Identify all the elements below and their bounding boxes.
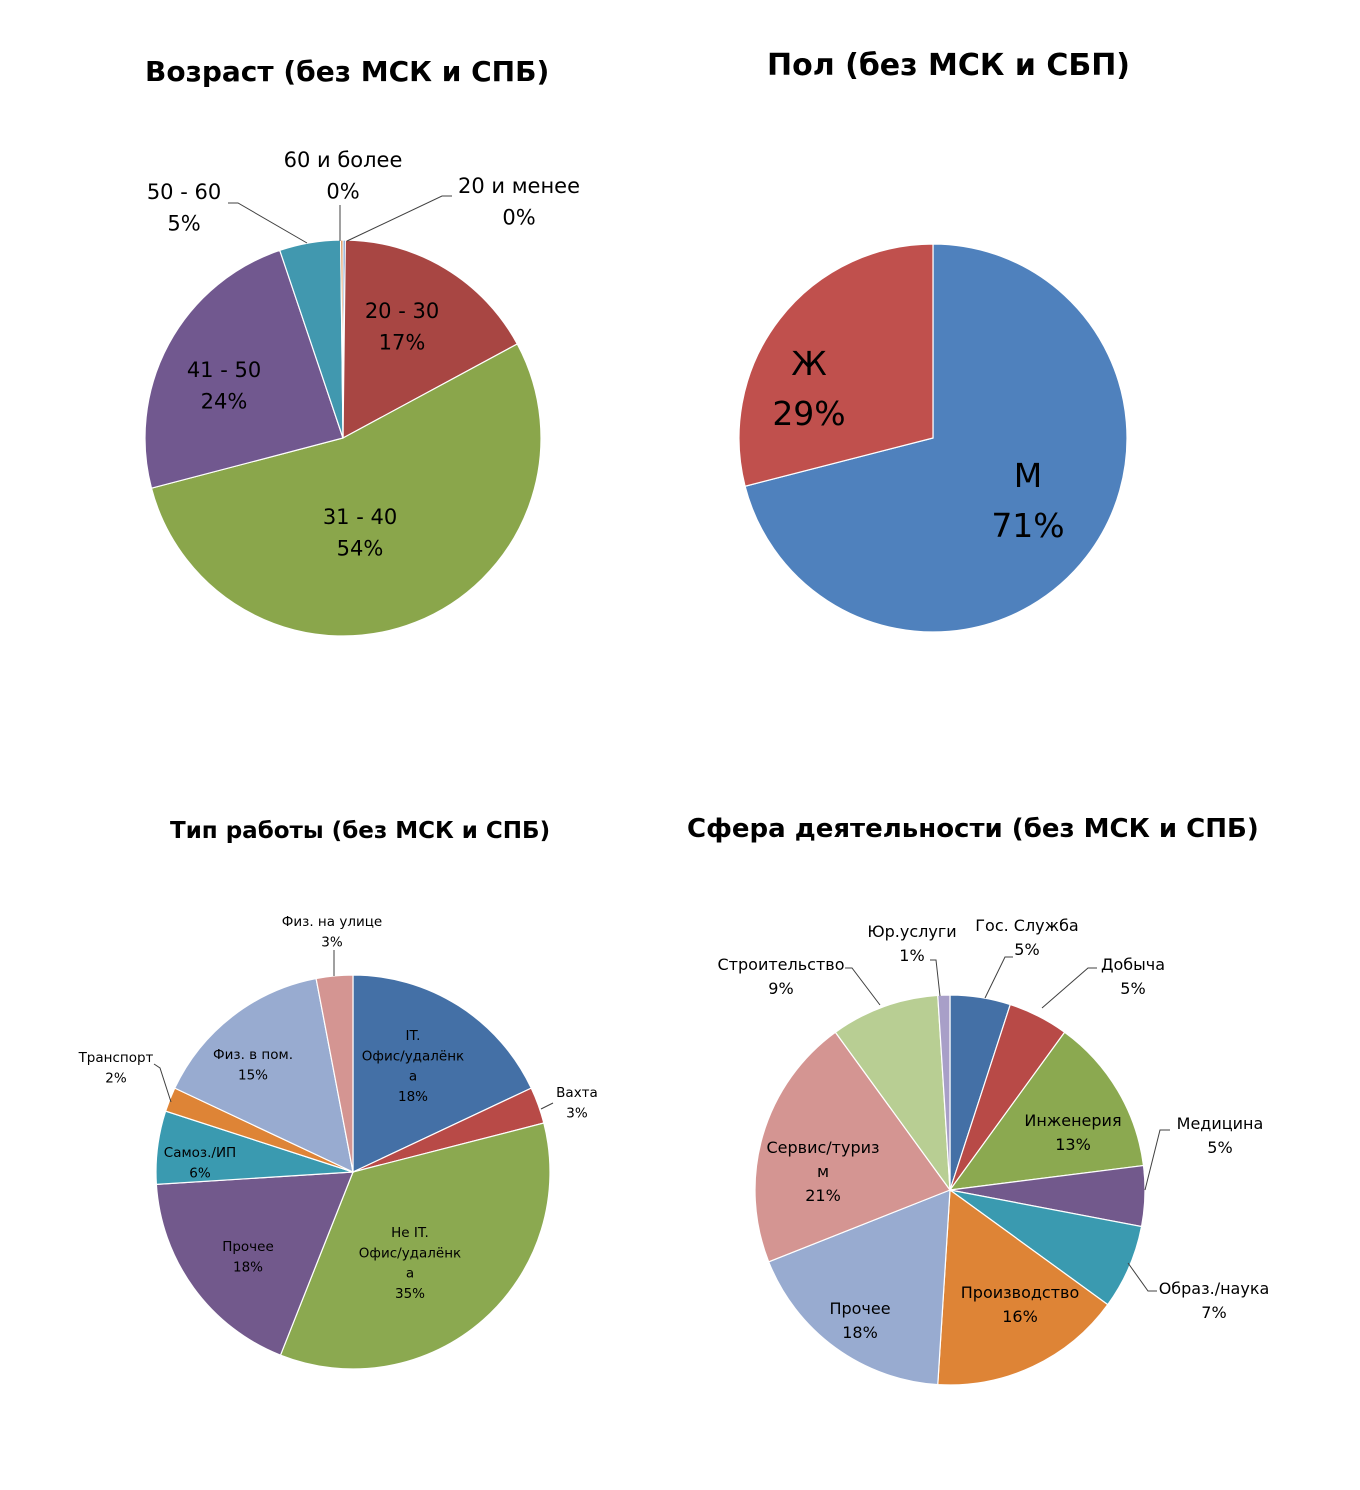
slice-label-sphere-2: Инженерия 13% (1024, 1111, 1121, 1154)
pie-slice-sphere-2 (948, 1031, 1145, 1191)
pie-slice-age-2 (150, 343, 542, 637)
leader-line-age-0 (346, 195, 452, 242)
slice-label-sphere-5: Производство 16% (961, 1283, 1080, 1326)
leader-line-work_type-1 (540, 1102, 554, 1110)
work-type-chart-title: Тип работы (без МСК и СПБ) (170, 818, 551, 844)
slice-pct-sphere-2: 13% (1055, 1135, 1091, 1154)
pie-slice-work_type-0 (352, 974, 533, 1173)
slice-pct-sphere-9: 1% (899, 946, 924, 965)
pie-slice-work_type-6 (173, 977, 354, 1174)
work_type-pie: IT. Офис/удалёнк а 18% Вахта 3% Не IT. Офис/уда… (78, 914, 598, 1370)
pie-slice-work_type-2 (279, 1122, 551, 1370)
slice-pct-work_type-1: 3% (566, 1105, 588, 1121)
leader-line-sphere-4 (1127, 1262, 1157, 1292)
slice-label-age-2: 31 - 40 54% (323, 505, 397, 561)
slice-label-work_type-5: Транспорт 2% (78, 1050, 154, 1086)
slice-pct-sphere-1: 5% (1120, 979, 1145, 998)
pie-slice-age-1 (342, 239, 519, 440)
slice-pct-work_type-5: 2% (105, 1070, 127, 1086)
slice-pct-sphere-5: 16% (1002, 1307, 1038, 1326)
slice-label-age-5: 60 и более 0% (284, 148, 403, 204)
slice-pct-sphere-3: 5% (1207, 1138, 1232, 1157)
slice-pct-sphere-7: 21% (805, 1186, 841, 1205)
slice-label-sphere-1: Добыча 5% (1101, 955, 1165, 998)
pie-slice-sphere-8 (834, 994, 951, 1193)
slice-label-work_type-6: Физ. в пом. 15% (213, 1047, 293, 1083)
slice-pct-sphere-6: 18% (842, 1323, 878, 1342)
pie-slice-gender-1 (738, 243, 934, 487)
slice-pct-work_type-6: 15% (238, 1067, 268, 1083)
slice-pct-work_type-2: 35% (395, 1286, 425, 1302)
slice-label-sphere-0: Гос. Служба 5% (975, 916, 1078, 959)
leader-line-age-4 (228, 202, 308, 244)
slice-label-sphere-9: Юр.услуги 1% (867, 922, 956, 965)
gender-pie: М 71% Ж 29% (738, 243, 1128, 633)
slice-pct-age-3: 24% (201, 390, 248, 414)
slice-label-work_type-1: Вахта 3% (556, 1085, 598, 1121)
pie-slice-sphere-6 (767, 1189, 951, 1386)
leader-line-sphere-1 (1041, 967, 1097, 1009)
pie-slice-sphere-7 (754, 1031, 951, 1263)
slice-label-age-3: 41 - 50 24% (187, 358, 261, 414)
leader-line-sphere-9 (930, 959, 941, 997)
gender-chart-title: Пол (без МСК и СБП) (767, 48, 1131, 83)
slice-pct-work_type-7: 3% (321, 934, 343, 950)
age-pie: 20 и менее 0% 20 - 30 17% 31 - 40 54% 41 - 50 2… (144, 148, 580, 637)
sphere-chart-title: Сфера деятельности (без МСК и СПБ) (687, 814, 1259, 844)
slice-pct-age-1: 17% (379, 331, 426, 355)
pie-slice-sphere-9 (937, 994, 951, 1191)
leader-line-sphere-8 (845, 967, 881, 1006)
slice-pct-gender-0: 71% (991, 506, 1064, 545)
slice-pct-work_type-3: 18% (233, 1259, 263, 1275)
slice-pct-work_type-0: 18% (398, 1089, 428, 1105)
slice-pct-work_type-4: 6% (189, 1165, 211, 1181)
pie-slice-age-5 (340, 239, 344, 439)
slice-pct-age-2: 54% (337, 537, 384, 561)
slice-label-work_type-2: Не IT. Офис/удалёнк а 35% (359, 1225, 461, 1302)
leader-line-work_type-5 (153, 1063, 172, 1103)
slice-pct-sphere-0: 5% (1014, 940, 1039, 959)
slice-pct-age-5: 0% (326, 180, 359, 204)
slice-label-gender-0: М 71% (991, 456, 1064, 545)
pie-slice-sphere-5 (937, 1188, 1109, 1386)
pie-slice-work_type-3 (155, 1171, 354, 1356)
slice-label-sphere-3: Медицина 5% (1177, 1114, 1264, 1157)
sphere-pie: Гос. Служба 5% Добыча 5% Инженерия 13% Медицин… (718, 916, 1270, 1386)
slice-label-age-4: 50 - 60 5% (147, 180, 221, 236)
slice-label-age-0: 20 и менее 0% (458, 174, 580, 230)
slice-label-work_type-4: Самоз./ИП 6% (164, 1145, 236, 1181)
leader-line-sphere-3 (1144, 1129, 1170, 1191)
slice-pct-age-0: 0% (502, 206, 535, 230)
slice-label-gender-1: Ж 29% (772, 344, 845, 433)
slice-label-work_type-3: Прочее 18% (222, 1239, 274, 1275)
pie-slice-age-3 (144, 249, 344, 489)
slice-pct-sphere-8: 9% (768, 979, 793, 998)
slice-label-sphere-7: Сервис/туриз м 21% (766, 1138, 879, 1205)
slice-label-age-1: 20 - 30 17% (365, 299, 439, 355)
slice-label-work_type-0: IT. Офис/удалёнк а 18% (362, 1028, 464, 1105)
slice-pct-age-4: 5% (167, 212, 200, 236)
age-chart-title: Возраст (без МСК и СПБ) (145, 55, 550, 88)
slice-label-sphere-6: Прочее 18% (829, 1299, 890, 1342)
slice-label-work_type-7: Физ. на улице 3% (282, 914, 382, 950)
slice-pct-gender-1: 29% (772, 394, 845, 433)
pie-slice-gender-0 (744, 243, 1128, 633)
slice-label-sphere-8: Строительство 9% (718, 955, 845, 998)
leader-line-sphere-0 (984, 956, 1013, 999)
slice-pct-sphere-4: 7% (1201, 1303, 1226, 1322)
slice-label-sphere-4: Образ./наука 7% (1159, 1279, 1270, 1322)
